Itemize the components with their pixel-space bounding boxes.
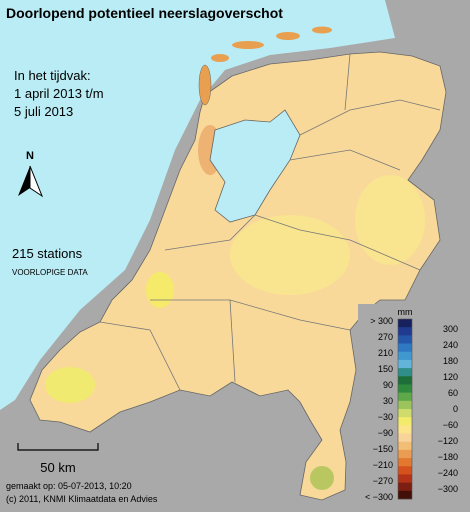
legend-label: −300	[438, 484, 458, 494]
legend: > 300 270 210 150 90 30 −30 −90 −150 −210 −270 < −3…	[365, 316, 458, 502]
legend-swatch	[398, 466, 412, 475]
scale-label: 50 km	[40, 460, 75, 475]
legend-swatch	[398, 343, 412, 353]
legend-label: 150	[378, 364, 393, 374]
legend-label: 60	[448, 388, 458, 398]
legend-swatch	[398, 327, 412, 336]
legend-label: −60	[443, 420, 458, 430]
zone	[45, 367, 95, 403]
legend-swatch	[398, 392, 412, 402]
north-arrow	[18, 166, 30, 196]
zone	[146, 272, 174, 308]
legend-label: −120	[438, 436, 458, 446]
legend-label: −270	[373, 476, 393, 486]
north-label: N	[26, 150, 34, 162]
legend-swatch	[398, 335, 412, 344]
made-date: gemaakt op: 05-07-2013, 10:20	[6, 481, 132, 491]
legend-frame	[397, 318, 413, 500]
legend-swatch	[398, 376, 412, 385]
period-to: 5 juli 2013	[14, 104, 73, 119]
legend-unit: mm	[398, 307, 413, 317]
copyright: (c) 2011, KNMI Klimaatdata en Advies	[6, 494, 158, 504]
legend-swatch	[398, 474, 412, 483]
legend-swatch	[398, 319, 412, 328]
legend-swatch	[398, 359, 412, 369]
title: Doorlopend potentieel neerslagoverschot	[6, 5, 283, 21]
north-arrow	[29, 165, 44, 198]
province-border	[99, 53, 441, 391]
island	[276, 32, 300, 40]
period-from: 1 april 2013 t/m	[14, 86, 104, 101]
legend-label: 180	[443, 356, 458, 366]
legend-label: 300	[443, 324, 458, 334]
island	[312, 26, 332, 34]
ijsselmeer	[209, 109, 301, 223]
legend-label: −180	[438, 452, 458, 462]
legend-label: −30	[378, 412, 393, 422]
legend-swatch	[398, 449, 412, 459]
legend-swatch	[398, 409, 412, 418]
zone	[230, 215, 350, 295]
legend-swatch	[398, 490, 412, 500]
island	[232, 41, 264, 49]
legend-label: 30	[383, 396, 393, 406]
legend-label: 90	[383, 380, 393, 390]
legend-label: −210	[373, 460, 393, 470]
legend-label: 240	[443, 340, 458, 350]
status: VOORLOPIGE DATA	[12, 268, 88, 277]
legend-label: 0	[453, 404, 458, 414]
period-label: In het tijdvak:	[14, 68, 91, 83]
legend-swatch	[398, 425, 412, 434]
netherlands	[29, 51, 447, 501]
zone	[355, 175, 425, 265]
legend-swatch	[398, 433, 412, 443]
legend-swatch	[398, 400, 412, 410]
legend-swatch	[398, 458, 412, 467]
island	[211, 54, 229, 62]
legend-label: −150	[373, 444, 393, 454]
legend-swatch	[398, 482, 412, 492]
legend-swatch	[398, 417, 412, 426]
sea	[0, 0, 395, 410]
legend-swatch	[398, 351, 412, 361]
legend-label: 270	[378, 332, 393, 342]
legend-label: 120	[443, 372, 458, 382]
legend-swatch	[398, 368, 412, 377]
legend-swatch	[398, 384, 412, 393]
island	[198, 64, 212, 106]
legend-label: −240	[438, 468, 458, 478]
scale-bar	[17, 443, 99, 451]
legend-label: −90	[378, 428, 393, 438]
zone	[310, 466, 334, 490]
legend-swatch	[398, 441, 412, 451]
stations: 215 stations	[12, 246, 83, 261]
legend-label: 210	[378, 348, 393, 358]
legend-label: < −300	[365, 492, 393, 502]
legend-label: > 300	[370, 316, 393, 326]
